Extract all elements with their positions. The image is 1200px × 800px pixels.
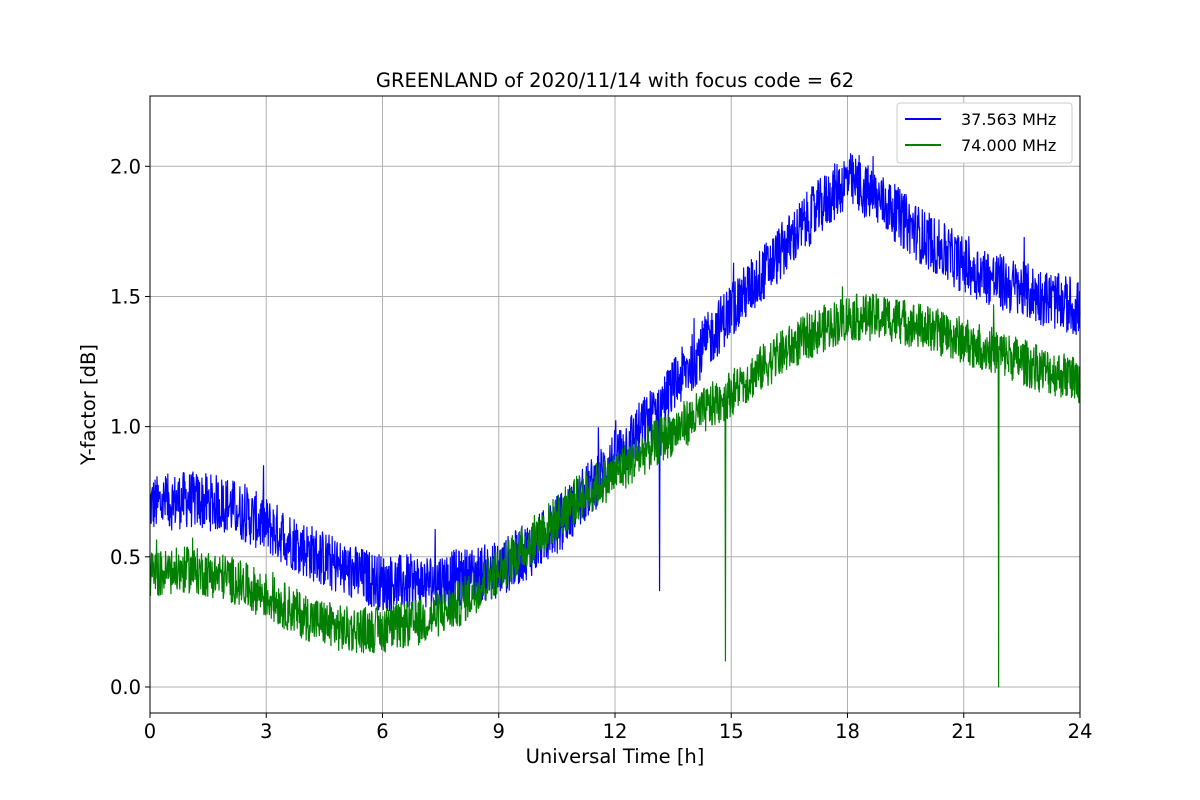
x-tick-label: 24 — [1068, 720, 1093, 743]
x-tick-label: 0 — [144, 720, 156, 743]
y-tick-label: 1.5 — [110, 285, 141, 308]
x-axis-label: Universal Time [h] — [526, 745, 705, 768]
x-tick-label: 18 — [835, 720, 860, 743]
x-tick-label: 21 — [951, 720, 976, 743]
y-tick-label: 0.0 — [110, 676, 141, 699]
y-axis-ticks: 0.0 0.5 1.0 1.5 2.0 — [110, 155, 150, 699]
chart-title: GREENLAND of 2020/11/14 with focus code … — [376, 69, 854, 92]
y-tick-label: 0.5 — [110, 546, 141, 569]
x-tick-label: 9 — [493, 720, 505, 743]
y-tick-label: 2.0 — [110, 155, 141, 178]
legend-label-series-1: 37.563 MHz — [961, 110, 1056, 129]
y-tick-label: 1.0 — [110, 416, 141, 439]
series-line-2 — [149, 286, 1081, 688]
x-tick-label: 12 — [603, 720, 628, 743]
legend-label-series-2: 74.000 MHz — [961, 136, 1056, 155]
series-layer — [149, 153, 1081, 688]
x-tick-label: 15 — [719, 720, 744, 743]
legend: 37.563 MHz 74.000 MHz — [896, 102, 1073, 164]
x-tick-label: 6 — [376, 720, 388, 743]
x-axis-ticks: 0 3 6 9 12 15 18 21 24 — [144, 713, 1093, 743]
x-tick-label: 3 — [260, 720, 272, 743]
series-line-1 — [149, 153, 1081, 612]
y-axis-label: Y-factor [dB] — [77, 344, 100, 466]
